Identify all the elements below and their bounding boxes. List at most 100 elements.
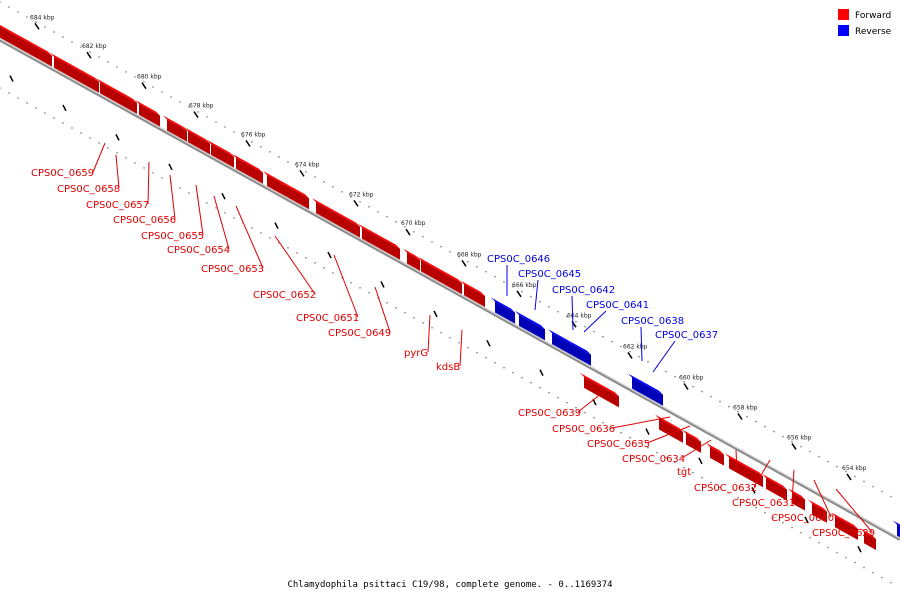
ruler-dot — [323, 267, 325, 269]
gene-label: kdsB — [436, 362, 460, 373]
ruler-dot — [35, 107, 37, 109]
ruler-dot — [242, 136, 244, 138]
ruler-dot — [503, 280, 505, 283]
ruler-dot — [368, 205, 370, 208]
ruler-dot — [521, 290, 523, 293]
gene-block-top — [893, 520, 900, 527]
label-leader-line — [646, 425, 691, 444]
ruler-dot — [386, 301, 388, 304]
ruler-dot — [215, 207, 217, 209]
gene-block-face — [812, 503, 827, 523]
ruler-dot — [359, 287, 361, 289]
ruler-ticks: 684 kbp 682 kbp 680 kbp 678 kbp 676 kbp 674 k… — [0, 1, 892, 584]
ruler-dot — [494, 275, 496, 278]
ruler-dot — [800, 445, 802, 448]
ruler-dot — [296, 166, 298, 168]
ruler-dot — [863, 566, 865, 569]
ruler-dot — [233, 217, 235, 219]
ruler-dot — [62, 122, 64, 124]
ruler-dot — [314, 262, 316, 264]
ruler-major-tick — [86, 51, 92, 59]
ruler-major-tick — [627, 352, 633, 359]
legend-reverse-swatch — [838, 25, 849, 36]
ruler-dot — [845, 556, 847, 559]
ruler-minor-tick — [221, 192, 226, 200]
gene-label: CPS0C_0635 — [587, 439, 650, 450]
ruler-dot — [440, 331, 442, 334]
ruler-dot — [332, 272, 334, 274]
ruler-dot — [656, 451, 658, 454]
ruler-dot — [44, 112, 46, 114]
ruler-dot — [494, 361, 496, 364]
ruler-dot — [566, 315, 568, 318]
ruler-dot — [107, 61, 109, 63]
ruler-dot — [503, 366, 505, 369]
ruler-minor-tick — [433, 310, 438, 318]
ruler-dot — [8, 6, 10, 8]
ruler-dot — [467, 260, 469, 263]
ruler-dot — [269, 237, 271, 239]
ruler-dot — [836, 551, 838, 554]
gene-block-face — [100, 82, 137, 114]
ruler-dot — [233, 131, 235, 133]
gene-label: CPS0C_0654 — [167, 245, 230, 256]
ruler-dot — [53, 117, 55, 119]
gene-block-top — [417, 256, 462, 284]
ruler-dot — [17, 97, 19, 99]
ruler-dot — [593, 330, 595, 333]
ruler-dot — [26, 16, 28, 18]
ruler-dot — [611, 340, 613, 343]
ruler-dot — [188, 106, 190, 108]
ruler-dot — [710, 395, 712, 398]
gene-block-face — [710, 446, 724, 466]
ruler-dot — [377, 210, 379, 213]
ruler-kbp-label: 662 kbp — [623, 343, 648, 350]
gene-label: CPS0C_0645 — [518, 269, 581, 280]
label-leader-line — [753, 459, 771, 488]
ruler-dot — [161, 91, 163, 93]
ruler-minor-tick — [327, 251, 332, 259]
ruler-dot — [800, 531, 802, 534]
ruler-dot — [854, 475, 856, 478]
gene-label: CPS0C_0659 — [31, 168, 94, 179]
ruler-major-tick — [516, 290, 522, 298]
ruler-dot — [854, 561, 856, 564]
gene-label: CPS0C_0632 — [694, 483, 757, 494]
ruler-dot — [737, 496, 739, 499]
ruler-dot — [791, 526, 793, 529]
ruler-dot — [224, 126, 226, 128]
gene-block-top — [263, 170, 309, 199]
gene-block-face — [729, 457, 763, 488]
ruler-dot — [80, 132, 82, 134]
label-leader-line — [92, 142, 106, 173]
ruler-dot — [782, 521, 784, 524]
ruler-dot — [548, 305, 550, 308]
ruler-dot — [413, 230, 415, 233]
legend-forward-label: Forward — [855, 11, 891, 21]
ruler-dot — [566, 401, 568, 404]
legend-forward-swatch — [838, 9, 849, 20]
gene-block-top — [762, 473, 787, 490]
ruler-kbp-label: 664 kbp — [567, 312, 592, 319]
ruler-major-tick — [461, 259, 467, 267]
ruler-dot — [197, 111, 199, 113]
ruler-major-tick — [299, 169, 305, 177]
ruler-major-tick — [846, 473, 852, 481]
gene-track — [0, 25, 900, 550]
ruler-dot — [692, 471, 694, 474]
ruler-dot — [440, 245, 442, 248]
label-leader-line — [813, 479, 832, 518]
ruler-dot — [413, 316, 415, 319]
ruler-dot — [476, 265, 478, 268]
gene-label: CPS0C_0646 — [487, 254, 550, 265]
ruler-minor-tick — [645, 428, 650, 435]
ruler-dot — [863, 480, 865, 483]
gene-block-face — [188, 131, 210, 155]
ruler-dot — [476, 351, 478, 354]
gene-block-face — [464, 284, 485, 307]
ruler-minor-tick — [9, 75, 14, 82]
ruler-dot — [53, 31, 55, 33]
label-leader-line — [147, 161, 150, 205]
gene-block-top — [96, 78, 137, 103]
